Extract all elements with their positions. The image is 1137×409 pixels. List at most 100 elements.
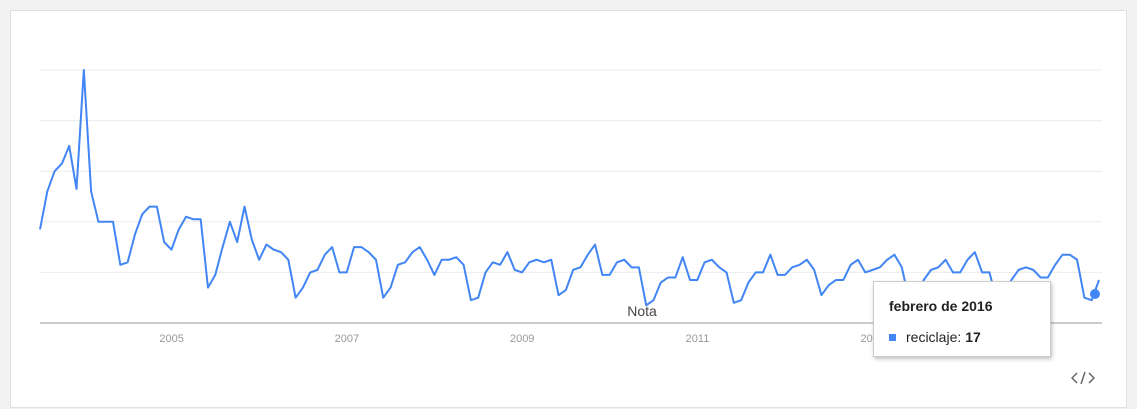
- data-point[interactable]: [461, 262, 467, 268]
- data-point[interactable]: [431, 272, 437, 278]
- data-point[interactable]: [570, 267, 576, 273]
- data-point[interactable]: [636, 264, 642, 270]
- data-point[interactable]: [88, 188, 94, 194]
- data-point[interactable]: [767, 252, 773, 258]
- data-point[interactable]: [548, 257, 554, 263]
- data-point[interactable]: [125, 259, 131, 265]
- data-point[interactable]: [760, 269, 766, 275]
- data-point[interactable]: [453, 254, 459, 260]
- data-point[interactable]: [212, 272, 218, 278]
- data-point[interactable]: [446, 257, 452, 263]
- data-point[interactable]: [497, 262, 503, 268]
- data-point[interactable]: [176, 226, 182, 232]
- data-point[interactable]: [147, 204, 153, 210]
- data-point[interactable]: [899, 264, 905, 270]
- data-point[interactable]: [892, 252, 898, 258]
- data-point[interactable]: [322, 252, 328, 258]
- data-point[interactable]: [629, 264, 635, 270]
- data-point[interactable]: [658, 280, 664, 286]
- data-point[interactable]: [702, 259, 708, 265]
- data-point[interactable]: [848, 262, 854, 268]
- data-point[interactable]: [483, 269, 489, 275]
- data-point[interactable]: [775, 272, 781, 278]
- data-point[interactable]: [965, 257, 971, 263]
- data-point[interactable]: [37, 226, 43, 232]
- data-point[interactable]: [782, 272, 788, 278]
- data-point[interactable]: [585, 252, 591, 258]
- data-point[interactable]: [556, 292, 562, 298]
- data-point[interactable]: [103, 219, 109, 225]
- data-point[interactable]: [870, 267, 876, 273]
- data-point[interactable]: [512, 267, 518, 273]
- data-point[interactable]: [475, 295, 481, 301]
- data-point[interactable]: [190, 216, 196, 222]
- data-point[interactable]: [935, 264, 941, 270]
- data-point[interactable]: [395, 262, 401, 268]
- data-point[interactable]: [81, 67, 87, 73]
- data-point[interactable]: [957, 269, 963, 275]
- data-point[interactable]: [753, 269, 759, 275]
- data-point[interactable]: [373, 257, 379, 263]
- data-point[interactable]: [534, 257, 540, 263]
- data-point[interactable]: [388, 285, 394, 291]
- data-point[interactable]: [402, 259, 408, 265]
- data-point[interactable]: [154, 204, 160, 210]
- data-point[interactable]: [731, 300, 737, 306]
- data-point[interactable]: [468, 297, 474, 303]
- data-point[interactable]: [1045, 274, 1051, 280]
- data-point[interactable]: [336, 269, 342, 275]
- data-point[interactable]: [577, 264, 583, 270]
- data-point[interactable]: [680, 254, 686, 260]
- data-point[interactable]: [797, 262, 803, 268]
- data-point[interactable]: [840, 277, 846, 283]
- data-point[interactable]: [972, 249, 978, 255]
- data-point[interactable]: [745, 280, 751, 286]
- data-point[interactable]: [205, 285, 211, 291]
- data-point[interactable]: [293, 295, 299, 301]
- data-point[interactable]: [943, 257, 949, 263]
- data-point[interactable]: [607, 272, 613, 278]
- data-point[interactable]: [315, 267, 321, 273]
- data-point[interactable]: [541, 259, 547, 265]
- data-point[interactable]: [1023, 264, 1029, 270]
- data-point[interactable]: [220, 244, 226, 250]
- data-point[interactable]: [709, 257, 715, 263]
- data-point[interactable]: [1038, 274, 1044, 280]
- data-point[interactable]: [168, 247, 174, 253]
- data-point[interactable]: [1052, 262, 1058, 268]
- data-point[interactable]: [592, 242, 598, 248]
- data-point[interactable]: [95, 219, 101, 225]
- data-point[interactable]: [526, 259, 532, 265]
- embed-button[interactable]: [1069, 367, 1097, 389]
- data-point[interactable]: [52, 168, 58, 174]
- data-point[interactable]: [439, 257, 445, 263]
- data-point[interactable]: [161, 239, 167, 245]
- data-point[interactable]: [884, 257, 890, 263]
- data-point[interactable]: [694, 277, 700, 283]
- data-point[interactable]: [132, 231, 138, 237]
- data-point[interactable]: [818, 292, 824, 298]
- data-point[interactable]: [329, 244, 335, 250]
- data-point[interactable]: [285, 257, 291, 263]
- data-point[interactable]: [1074, 257, 1080, 263]
- data-point[interactable]: [738, 297, 744, 303]
- data-point[interactable]: [351, 244, 357, 250]
- data-point[interactable]: [1067, 252, 1073, 258]
- data-point[interactable]: [1016, 267, 1022, 273]
- data-point[interactable]: [234, 239, 240, 245]
- data-point[interactable]: [1059, 252, 1065, 258]
- data-point[interactable]: [409, 249, 415, 255]
- data-point[interactable]: [789, 264, 795, 270]
- data-point[interactable]: [1030, 267, 1036, 273]
- data-point[interactable]: [44, 188, 50, 194]
- data-point[interactable]: [110, 219, 116, 225]
- data-point[interactable]: [227, 219, 233, 225]
- data-point[interactable]: [249, 237, 255, 243]
- data-point[interactable]: [263, 242, 269, 248]
- data-point[interactable]: [344, 269, 350, 275]
- data-point[interactable]: [672, 274, 678, 280]
- data-point[interactable]: [599, 272, 605, 278]
- data-point[interactable]: [979, 269, 985, 275]
- data-point[interactable]: [826, 282, 832, 288]
- data-point[interactable]: [66, 143, 72, 149]
